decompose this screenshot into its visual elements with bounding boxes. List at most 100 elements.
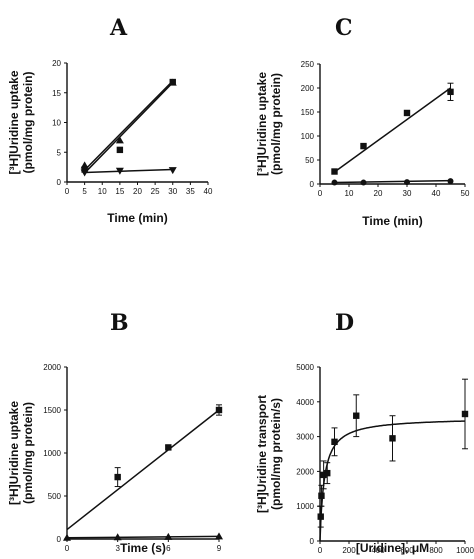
panel-d-series-1-point xyxy=(320,471,327,479)
panel-d-x-tick-label: 0 xyxy=(318,546,323,555)
panel-a-x-tick-label: 15 xyxy=(115,187,124,196)
panel-a-series-1-fit-line xyxy=(84,80,174,171)
panel-d-y-tick-label: 3000 xyxy=(296,433,314,442)
panel-c-y-tick-label: 100 xyxy=(301,132,315,141)
panel-c-x-tick-label: 0 xyxy=(318,189,323,198)
panel-letter-d: D xyxy=(335,310,354,336)
panel-d-chart: 0 1000 2000 3000 4000 5000 0 200 400 600 800 1000 [U… xyxy=(255,363,474,555)
panel-d-y-tick-label: 5000 xyxy=(296,363,314,372)
panel-d-x-tick-label: 200 xyxy=(342,546,356,555)
panel-b-y-tick-label: 1500 xyxy=(43,406,61,415)
panel-a-series-3-point xyxy=(80,169,89,177)
panel-letter-b: B xyxy=(110,310,129,336)
panel-d-x-axis-title: [Uridine], μM xyxy=(356,541,429,555)
panel-a-x-tick-label: 20 xyxy=(133,187,142,196)
panel-d-y-tick-label: 2000 xyxy=(296,467,314,476)
panel-c-series-1-point xyxy=(447,88,454,96)
panel-a-y-tick-label: 5 xyxy=(57,148,62,157)
panel-d-series-1-point xyxy=(389,435,396,442)
panel-a-x-tick-label: 25 xyxy=(151,187,160,196)
panel-b-series-1-fit-line xyxy=(66,409,220,531)
panel-d-series-1-point xyxy=(317,513,324,520)
panel-a-y-tick-label: 15 xyxy=(52,89,61,98)
panel-b-x-tick-label: 9 xyxy=(217,544,222,553)
panel-a-x-axis-title: Time (min) xyxy=(107,211,167,225)
panel-c-x-tick-label: 30 xyxy=(403,189,412,198)
panel-b-chart: 0 500 1000 1500 2000 0 3 6 9 Time (s) [³H]Uridine … xyxy=(7,363,223,555)
panel-c-x-tick-label: 20 xyxy=(374,189,383,198)
panel-c-x-tick-label: 50 xyxy=(461,189,470,198)
panel-c-x-tick-label: 10 xyxy=(345,189,354,198)
panel-a-x-tick-label: 30 xyxy=(168,187,177,196)
panel-b-series-1-point xyxy=(165,444,172,451)
panel-d-x-tick-label: 600 xyxy=(400,546,414,555)
panel-b-y-axis-title-line1: [³H]Uridine uptake xyxy=(7,401,21,505)
panel-a-y-axis-title-line2: (pmol/mg protein) xyxy=(21,72,35,174)
panel-c-y-axis-title-line2: (pmol/mg protein) xyxy=(269,73,283,175)
panel-b-x-axis-title: Time (s) xyxy=(120,541,166,555)
panel-d-x-tick-label: 400 xyxy=(371,546,385,555)
panel-b-x-tick-label: 3 xyxy=(115,544,120,553)
panel-d-x-tick-label: 800 xyxy=(429,546,443,555)
panel-b-y-axis-title-line2: (pmol/mg protein) xyxy=(21,402,35,504)
panel-a-series-3-point xyxy=(168,167,177,175)
panel-a-y-tick-label: 10 xyxy=(52,119,61,128)
panel-c-y-tick-label: 50 xyxy=(305,156,314,165)
panel-d-y-tick-label: 0 xyxy=(310,537,315,546)
panel-b-series-2-point xyxy=(63,533,71,541)
panel-a-x-tick-label: 10 xyxy=(98,187,107,196)
panel-c-series-1-point xyxy=(360,142,367,150)
panel-b-series-2-fit-line xyxy=(66,535,220,539)
panel-d-y-axis-title-line2: (pmol/mg protein/s) xyxy=(269,398,283,510)
panel-d-series-1-point xyxy=(353,412,360,419)
panel-a-series-2-point xyxy=(116,146,124,154)
panel-a-x-tick-label: 5 xyxy=(82,187,87,196)
panel-a-chart: 0 5 10 15 20 0 5 10 15 20 25 30 35 40 Time (min) [³H]Ur… xyxy=(7,59,213,225)
panel-a-y-tick-label: 20 xyxy=(52,59,61,68)
panel-a-x-tick-label: 40 xyxy=(204,187,213,196)
panel-a-series-1-point xyxy=(115,136,124,144)
panel-a-x-tick-label: 0 xyxy=(65,187,70,196)
panel-c-series-2-point xyxy=(447,178,454,185)
panel-b-series-1-point xyxy=(215,406,223,414)
panel-letter-a: A xyxy=(109,15,128,41)
panel-a-series-2-fit-line xyxy=(84,82,174,174)
panel-d-x-tick-label: 1000 xyxy=(456,546,474,555)
panel-b-y-tick-label: 0 xyxy=(57,535,62,544)
panel-b-x-tick-label: 0 xyxy=(65,544,70,553)
panel-c-y-axis-title-line1: [³H]Uridine uptake xyxy=(255,72,269,176)
panel-b-series-2-point xyxy=(215,532,223,540)
panel-c-series-1-point xyxy=(331,168,338,175)
panel-c-series-2-fit-line xyxy=(334,179,451,184)
panel-c-series-1-point xyxy=(403,109,411,117)
panel-d-y-tick-label: 4000 xyxy=(296,398,314,407)
panel-c-y-tick-label: 150 xyxy=(301,108,315,117)
panel-c-x-tick-label: 40 xyxy=(432,189,441,198)
panel-b-x-tick-label: 6 xyxy=(166,544,171,553)
panel-c-y-tick-label: 200 xyxy=(301,84,315,93)
panel-c-y-tick-label: 0 xyxy=(310,180,315,189)
panel-d-series-1-point xyxy=(331,438,338,446)
panel-a-y-axis-title-line1: [³H]Uridine uptake xyxy=(7,70,21,174)
panel-b-y-tick-label: 2000 xyxy=(43,363,61,372)
panel-d-series-1-point xyxy=(324,469,331,477)
panel-b-series-2-point xyxy=(164,532,173,540)
panel-d-y-tick-label: 1000 xyxy=(296,502,314,511)
panel-a-series-3-fit-line xyxy=(84,168,173,174)
panel-c-series-2-point xyxy=(404,179,410,186)
panel-d-series-1-point xyxy=(318,492,325,499)
panel-d-y-axis-title-line1: [³H]Uridine transport xyxy=(255,395,269,513)
panel-c-chart: 0 50 100 150 200 250 0 10 20 30 40 50 Time (min) [³H]… xyxy=(255,60,470,228)
panel-c-series-2-point xyxy=(360,179,367,186)
panel-a-series-2-point xyxy=(169,78,176,86)
panel-b-y-tick-label: 1000 xyxy=(43,449,61,458)
panel-c-series-1-fit-line xyxy=(334,87,451,173)
panel-a-y-tick-label: 0 xyxy=(57,178,62,187)
panel-a-x-tick-label: 35 xyxy=(186,187,195,196)
panel-d-series-1-point xyxy=(461,410,469,418)
panel-c-y-tick-label: 250 xyxy=(301,60,315,69)
panel-b-y-tick-label: 500 xyxy=(48,492,62,501)
panel-a-series-3-point xyxy=(115,167,124,175)
panel-b-series-2-point xyxy=(113,533,122,541)
